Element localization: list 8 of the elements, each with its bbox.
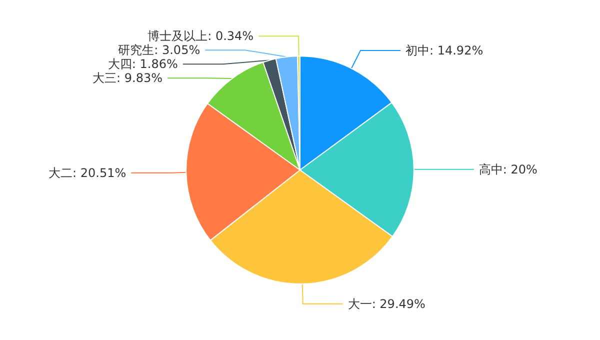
slice-label: 大二: 20.51% [48, 166, 126, 180]
slice-label: 大四: 1.86% [108, 57, 178, 72]
slice-label: 初中: 14.92% [405, 44, 484, 58]
slice-label: 大三: 9.83% [92, 71, 163, 86]
slice-label: 研究生: 3.05% [118, 43, 200, 58]
slice-label: 高中: 20% [478, 162, 538, 176]
slice-label: 大一: 29.49% [348, 296, 426, 311]
slice-label: 博士及以上: 0.34% [148, 29, 254, 44]
